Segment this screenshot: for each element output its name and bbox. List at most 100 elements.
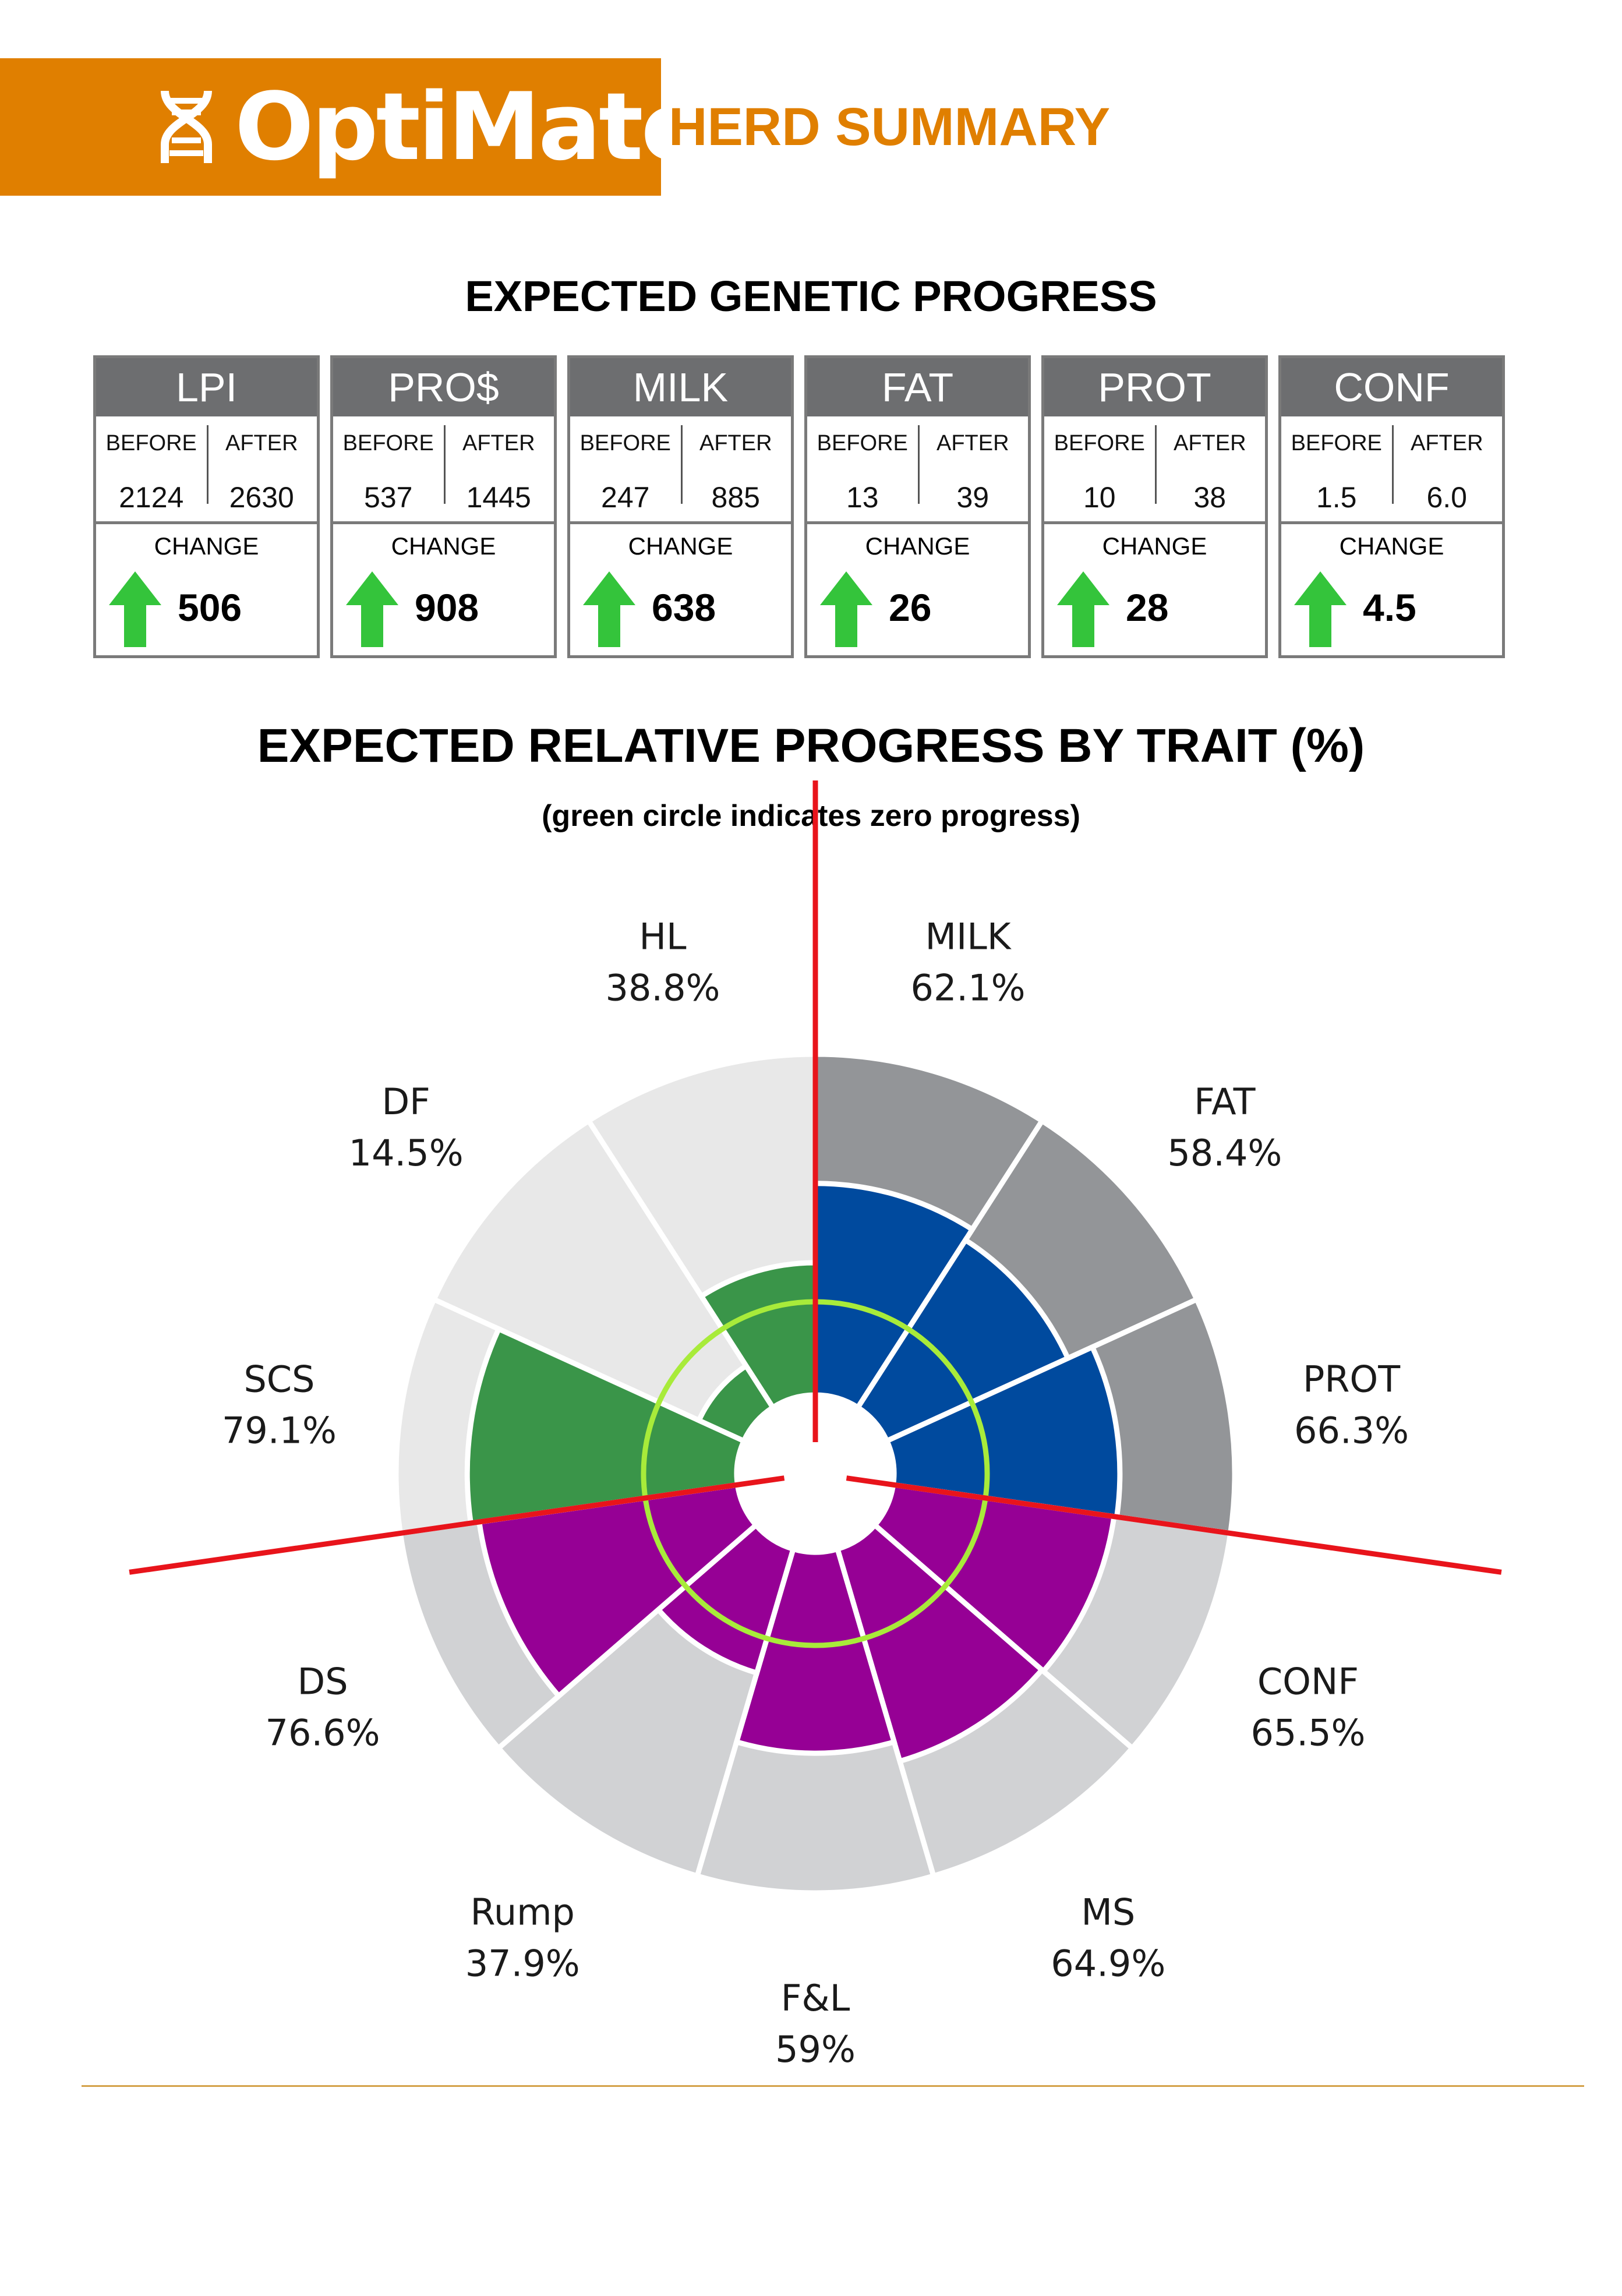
before-label: BEFORE — [579, 431, 671, 455]
trait-name-prot: PROT — [1303, 1358, 1401, 1401]
brand-bar: OptiMate TM — [0, 58, 722, 196]
before-column: BEFORE 247 — [570, 416, 681, 514]
after-label: AFTER — [225, 431, 298, 455]
before-column: BEFORE 10 — [1044, 416, 1155, 514]
after-column: AFTER 885 — [681, 416, 791, 514]
trait-card-conf: CONF BEFORE 1.5 AFTER 6.0 CHANGE 4.5 — [1278, 355, 1505, 658]
up-arrow-icon — [1294, 571, 1347, 647]
bar-ms — [834, 1521, 1046, 1765]
page-title: HERD SUMMARY — [669, 97, 1111, 157]
before-column: BEFORE 1.5 — [1281, 416, 1392, 514]
trait-value-fandl: 59% — [775, 2028, 856, 2071]
change-value: 638 — [652, 586, 716, 629]
before-label: BEFORE — [342, 431, 434, 455]
after-label: AFTER — [1173, 431, 1246, 455]
up-arrow-icon — [109, 571, 161, 647]
bar-milk — [812, 1181, 976, 1411]
group-axis-line — [129, 1475, 785, 1575]
before-value: 537 — [364, 481, 413, 514]
trait-card-name: FAT — [807, 358, 1028, 416]
trait-name-hl: HL — [639, 916, 687, 958]
trait-name-rump: Rump — [471, 1891, 575, 1933]
trait-value-ms: 64.9% — [1051, 1942, 1165, 1984]
after-value: 6.0 — [1426, 481, 1467, 514]
column-divider — [206, 425, 209, 504]
trait-cards: LPI BEFORE 2124 AFTER 2630 CHANGE 506 PR… — [93, 355, 1505, 658]
trait-card-name: PRO$ — [333, 358, 554, 416]
change-label: CHANGE — [391, 532, 496, 560]
before-label: BEFORE — [1054, 431, 1145, 455]
before-after-panel: BEFORE 537 AFTER 1445 — [333, 416, 554, 524]
up-arrow-icon — [1057, 571, 1109, 647]
before-label: BEFORE — [105, 431, 197, 455]
before-after-panel: BEFORE 1.5 AFTER 6.0 — [1281, 416, 1502, 524]
change-row: 506 — [109, 571, 242, 647]
genetic-progress-title: EXPECTED GENETIC PROGRESS — [465, 272, 1157, 320]
trait-value-prot: 66.3% — [1294, 1410, 1409, 1452]
change-value: 506 — [178, 586, 242, 629]
after-column: AFTER 2630 — [207, 416, 317, 514]
after-label: AFTER — [936, 431, 1009, 455]
trait-card-name: CONF — [1281, 358, 1502, 416]
trait-name-ms: MS — [1081, 1891, 1135, 1933]
change-label: CHANGE — [1102, 532, 1207, 560]
after-column: AFTER 39 — [918, 416, 1029, 514]
trait-value-fat: 58.4% — [1167, 1132, 1282, 1174]
before-value: 1.5 — [1316, 481, 1357, 514]
change-value: 908 — [415, 586, 479, 629]
before-value: 247 — [601, 481, 650, 514]
trait-card-fat: FAT BEFORE 13 AFTER 39 CHANGE 26 — [804, 355, 1031, 658]
trait-name-ds: DS — [297, 1660, 348, 1702]
trait-value-hl: 38.8% — [606, 967, 720, 1009]
before-column: BEFORE 13 — [807, 416, 918, 514]
after-value: 39 — [956, 481, 990, 514]
trait-value-milk: 62.1% — [911, 967, 1026, 1009]
dna-icon — [161, 90, 212, 163]
trait-name-milk: MILK — [925, 916, 1012, 958]
after-label: AFTER — [1410, 431, 1483, 455]
before-value: 10 — [1083, 481, 1116, 514]
trait-card-pro: PRO$ BEFORE 537 AFTER 1445 CHANGE 908 — [330, 355, 557, 658]
trait-value-df: 14.5% — [349, 1132, 464, 1174]
before-label: BEFORE — [1291, 431, 1382, 455]
up-arrow-icon — [820, 571, 872, 647]
bar-conf — [871, 1482, 1117, 1675]
up-arrow-icon — [583, 571, 635, 647]
column-divider — [1154, 425, 1157, 504]
change-label: CHANGE — [628, 532, 733, 560]
column-divider — [680, 425, 683, 504]
trait-name-fandl: F&L — [781, 1977, 850, 2019]
after-value: 1445 — [466, 481, 531, 514]
trait-card-name: PROT — [1044, 358, 1265, 416]
change-value: 26 — [889, 586, 932, 629]
relative-progress-subtitle: (green circle indicates zero progress) — [542, 799, 1080, 833]
change-value: 28 — [1126, 586, 1169, 629]
change-row: 638 — [583, 571, 716, 647]
before-value: 13 — [846, 481, 879, 514]
trait-value-rump: 37.9% — [465, 1942, 580, 1984]
after-value: 2630 — [229, 481, 294, 514]
trait-value-ds: 76.6% — [266, 1711, 380, 1754]
change-row: 908 — [346, 571, 479, 647]
brand-logo: OptiMate TM — [154, 80, 722, 174]
after-column: AFTER 1445 — [444, 416, 554, 514]
before-after-panel: BEFORE 13 AFTER 39 — [807, 416, 1028, 524]
trait-card-prot: PROT BEFORE 10 AFTER 38 CHANGE 28 — [1041, 355, 1268, 658]
trait-card-lpi: LPI BEFORE 2124 AFTER 2630 CHANGE 506 — [93, 355, 320, 658]
bar-prot — [883, 1343, 1123, 1520]
after-column: AFTER 6.0 — [1392, 416, 1503, 514]
before-after-panel: BEFORE 247 AFTER 885 — [570, 416, 791, 524]
column-divider — [443, 425, 446, 504]
relative-progress-title: EXPECTED RELATIVE PROGRESS BY TRAIT (%) — [257, 719, 1365, 772]
group-axis-line — [846, 1475, 1502, 1575]
before-after-panel: BEFORE 10 AFTER 38 — [1044, 416, 1265, 524]
trait-name-scs: SCS — [243, 1358, 314, 1401]
change-row: 4.5 — [1294, 571, 1416, 647]
change-value: 4.5 — [1363, 586, 1416, 629]
change-row: 28 — [1057, 571, 1168, 647]
column-divider — [917, 425, 920, 504]
trait-name-df: DF — [381, 1080, 430, 1123]
trademark: TM — [705, 143, 722, 156]
before-after-panel: BEFORE 2124 AFTER 2630 — [96, 416, 317, 524]
